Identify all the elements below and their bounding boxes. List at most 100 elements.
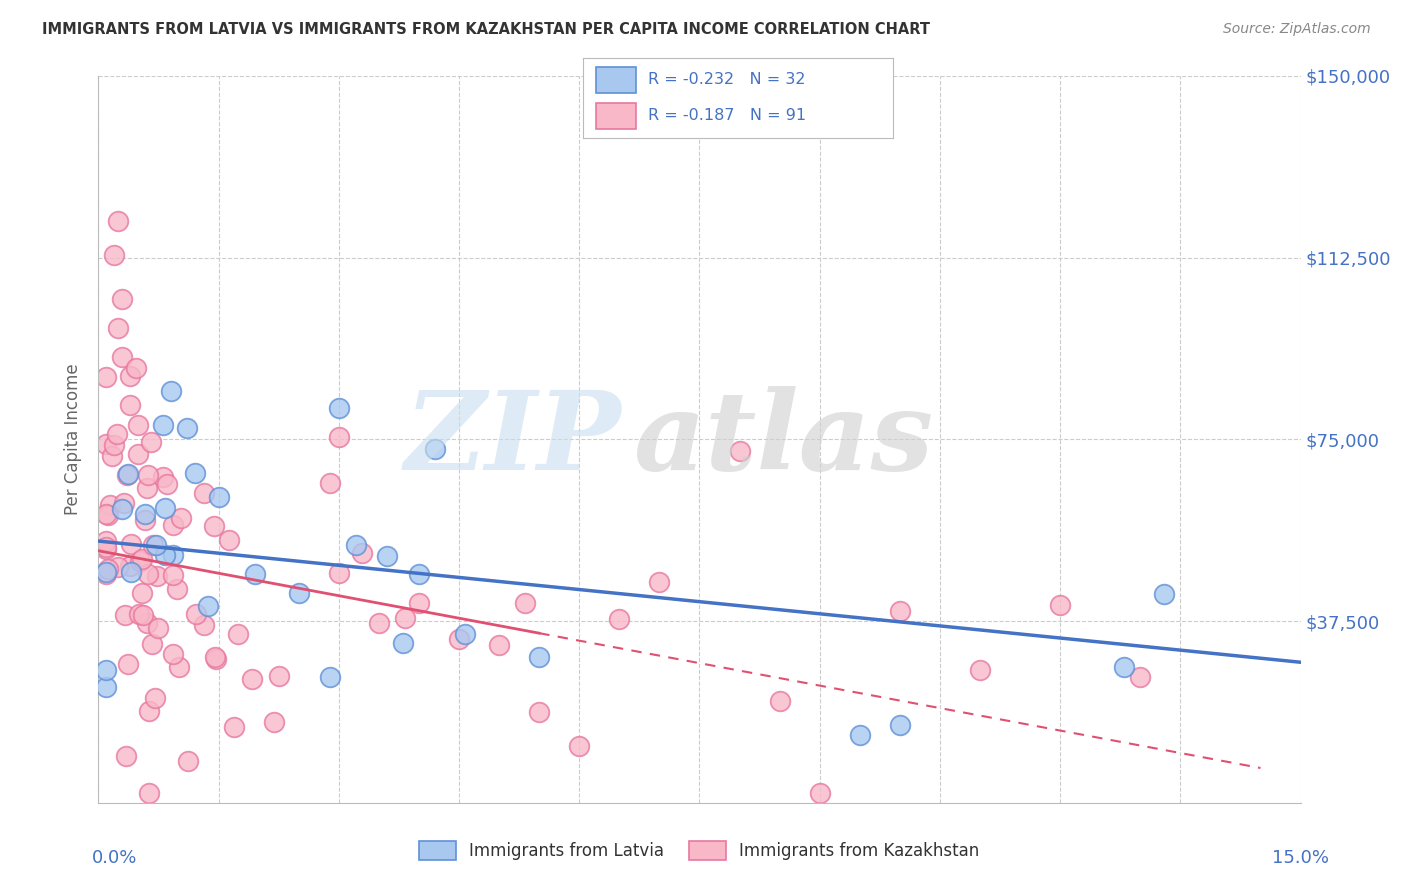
Point	[120, 537, 142, 551]
Point	[146, 621, 169, 635]
Point	[131, 552, 153, 566]
Point	[111, 292, 134, 306]
Point	[176, 754, 198, 768]
Point	[808, 786, 831, 800]
Point	[568, 739, 591, 753]
Point	[515, 596, 537, 610]
Point	[328, 429, 350, 443]
Point	[96, 533, 118, 548]
Point	[288, 586, 311, 600]
Point	[128, 607, 150, 621]
Point	[135, 481, 157, 495]
Point	[96, 566, 118, 581]
Point	[768, 694, 790, 708]
Point	[375, 549, 398, 564]
Point	[394, 611, 416, 625]
Point	[96, 681, 118, 695]
Point	[889, 604, 911, 618]
Point	[159, 384, 181, 398]
Point	[110, 502, 132, 516]
Point	[96, 565, 118, 579]
Text: 0.0%: 0.0%	[91, 849, 136, 867]
Point	[96, 540, 118, 554]
Point	[96, 663, 118, 677]
Point	[454, 627, 477, 641]
Point	[112, 496, 135, 510]
Text: ZIP: ZIP	[405, 385, 621, 493]
Point	[153, 501, 176, 516]
Legend: Immigrants from Latvia, Immigrants from Kazakhstan: Immigrants from Latvia, Immigrants from …	[413, 835, 986, 867]
Point	[609, 612, 631, 626]
Point	[145, 538, 167, 552]
Point	[162, 648, 184, 662]
Point	[96, 541, 118, 556]
Point	[488, 638, 510, 652]
Point	[226, 626, 249, 640]
Point	[97, 561, 120, 575]
Point	[155, 476, 177, 491]
Point	[319, 476, 342, 491]
Point	[969, 664, 991, 678]
Point	[128, 417, 150, 432]
Point	[184, 607, 207, 622]
FancyBboxPatch shape	[596, 103, 636, 128]
Point	[169, 660, 191, 674]
Point	[1114, 660, 1136, 674]
Point	[131, 607, 153, 622]
Point	[120, 559, 142, 574]
Point	[117, 657, 139, 671]
Point	[1049, 598, 1071, 612]
Point	[117, 467, 139, 481]
Point	[134, 508, 156, 522]
Point	[103, 438, 125, 452]
Point	[152, 470, 174, 484]
Point	[142, 538, 165, 552]
Point	[139, 434, 162, 449]
Point	[183, 467, 205, 481]
Point	[115, 468, 138, 483]
Point	[114, 749, 136, 764]
Point	[267, 669, 290, 683]
Point	[107, 214, 129, 228]
Point	[96, 437, 118, 451]
Point	[162, 568, 184, 582]
Text: atlas: atlas	[633, 385, 934, 493]
Point	[1153, 587, 1175, 601]
Point	[96, 508, 118, 522]
Point	[162, 518, 184, 533]
Point	[125, 360, 148, 375]
Point	[176, 421, 198, 435]
Point	[155, 548, 177, 562]
Point	[423, 442, 446, 456]
Point	[529, 650, 551, 665]
Point	[107, 559, 129, 574]
Point	[138, 786, 160, 800]
Point	[350, 546, 373, 560]
Text: IMMIGRANTS FROM LATVIA VS IMMIGRANTS FROM KAZAKHSTAN PER CAPITA INCOME CORRELATI: IMMIGRANTS FROM LATVIA VS IMMIGRANTS FRO…	[42, 22, 931, 37]
Point	[193, 618, 215, 632]
Point	[224, 720, 246, 734]
Point	[152, 417, 174, 432]
Point	[111, 350, 134, 364]
Point	[120, 398, 142, 412]
Point	[529, 705, 551, 719]
Point	[392, 636, 415, 650]
Point	[447, 632, 470, 646]
Point	[193, 486, 215, 500]
Point	[120, 369, 142, 384]
Point	[141, 637, 163, 651]
Point	[135, 616, 157, 631]
Point	[134, 512, 156, 526]
Point	[1129, 670, 1152, 684]
Text: R = -0.187   N = 91: R = -0.187 N = 91	[648, 108, 807, 123]
Point	[98, 499, 121, 513]
Point	[129, 554, 152, 568]
Point	[103, 248, 125, 262]
Text: R = -0.232   N = 32: R = -0.232 N = 32	[648, 72, 806, 87]
Point	[318, 670, 340, 684]
Point	[162, 548, 184, 562]
Point	[107, 321, 129, 335]
Point	[197, 599, 219, 613]
Point	[648, 575, 671, 590]
Point	[136, 467, 159, 482]
